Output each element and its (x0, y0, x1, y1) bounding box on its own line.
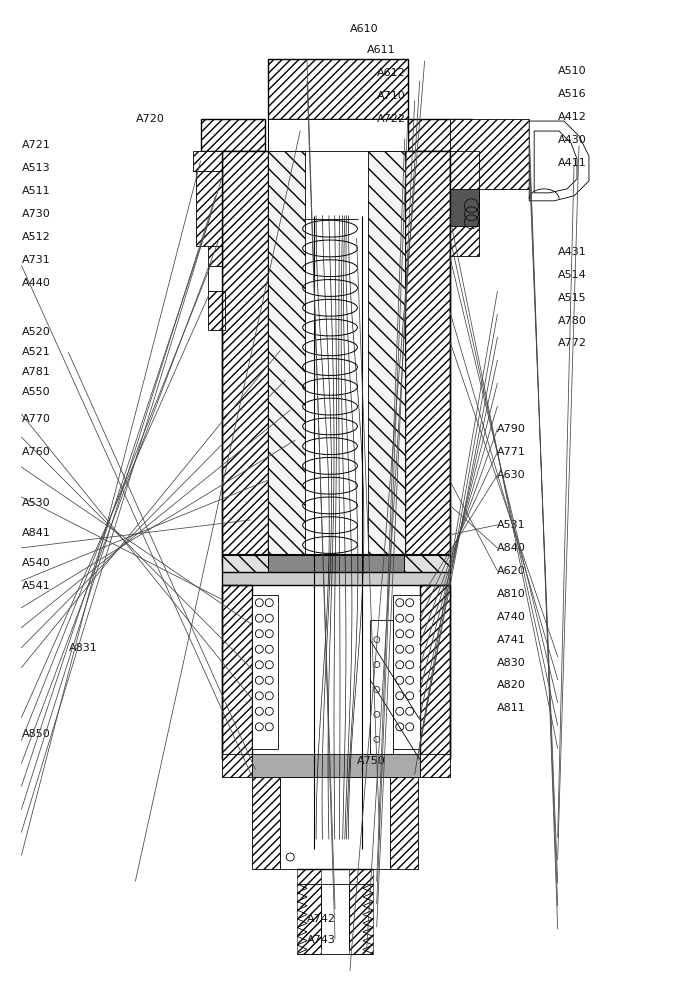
Bar (390, 777, 418, 869)
Text: A515: A515 (558, 293, 586, 303)
Text: A781: A781 (22, 367, 50, 377)
Text: A510: A510 (558, 66, 586, 76)
Bar (450, 189, 479, 226)
Bar (269, 555, 404, 572)
Text: A612: A612 (377, 68, 405, 78)
Bar (252, 754, 420, 777)
Bar (393, 595, 420, 749)
Text: A810: A810 (497, 589, 526, 599)
Text: A830: A830 (497, 658, 526, 668)
Bar (450, 151, 479, 256)
Text: A520: A520 (22, 327, 50, 337)
Text: A770: A770 (22, 414, 50, 424)
Text: A531: A531 (497, 520, 526, 530)
Text: A772: A772 (558, 338, 587, 348)
Text: A431: A431 (558, 247, 586, 257)
Bar (269, 119, 408, 151)
Bar (252, 595, 278, 749)
Text: A530: A530 (22, 498, 50, 508)
Bar (368, 151, 404, 565)
Bar (196, 171, 223, 246)
Text: A512: A512 (22, 232, 50, 242)
Text: A780: A780 (558, 316, 587, 326)
Bar (252, 777, 280, 869)
Bar (201, 119, 265, 151)
Text: A511: A511 (22, 186, 50, 196)
Text: A742: A742 (307, 914, 336, 924)
Bar (404, 151, 450, 565)
Text: A540: A540 (22, 558, 50, 568)
Text: A840: A840 (497, 543, 526, 553)
Text: A771: A771 (497, 447, 526, 457)
Text: A514: A514 (558, 270, 586, 280)
Bar (322, 121, 334, 149)
Bar (404, 555, 450, 572)
Text: A811: A811 (497, 703, 526, 713)
Bar (223, 555, 269, 572)
Text: A841: A841 (22, 528, 50, 538)
Bar (269, 151, 305, 565)
Text: A820: A820 (497, 680, 526, 690)
Text: A541: A541 (22, 581, 50, 591)
Bar (420, 754, 450, 777)
Polygon shape (529, 121, 589, 201)
Bar (207, 246, 223, 266)
Text: A831: A831 (69, 643, 97, 653)
Bar (192, 151, 223, 171)
Text: A740: A740 (497, 612, 526, 622)
Text: A550: A550 (22, 387, 50, 397)
Text: A750: A750 (357, 756, 386, 766)
Bar (223, 151, 269, 565)
Bar (223, 572, 450, 585)
Text: A731: A731 (22, 255, 50, 265)
Text: A440: A440 (22, 278, 50, 288)
Text: A430: A430 (558, 135, 586, 145)
Bar (370, 620, 393, 754)
Text: A610: A610 (350, 24, 378, 34)
Text: A850: A850 (22, 729, 50, 739)
Text: A516: A516 (558, 89, 586, 99)
Text: A513: A513 (22, 163, 50, 173)
Bar (450, 119, 529, 189)
Text: A411: A411 (558, 158, 586, 168)
Bar (408, 119, 472, 151)
Text: A743: A743 (307, 935, 336, 945)
Bar (280, 777, 390, 869)
Text: A760: A760 (22, 447, 50, 457)
Bar (420, 585, 450, 759)
Bar (349, 869, 373, 954)
Bar (297, 869, 321, 954)
Bar (269, 59, 408, 119)
Text: A720: A720 (135, 114, 164, 124)
Text: A630: A630 (497, 470, 526, 480)
Bar (223, 754, 252, 777)
Text: A730: A730 (22, 209, 50, 219)
Bar (223, 585, 252, 759)
Bar (207, 291, 225, 330)
Text: A710: A710 (377, 91, 405, 101)
Text: A412: A412 (558, 112, 587, 122)
Text: A521: A521 (22, 347, 50, 357)
Text: A620: A620 (497, 566, 526, 576)
Polygon shape (534, 131, 577, 193)
Text: A611: A611 (367, 45, 395, 55)
Text: A721: A721 (22, 140, 50, 150)
Text: A722: A722 (377, 114, 406, 124)
Text: A790: A790 (497, 424, 526, 434)
Bar (207, 266, 223, 291)
Text: A741: A741 (497, 635, 526, 645)
